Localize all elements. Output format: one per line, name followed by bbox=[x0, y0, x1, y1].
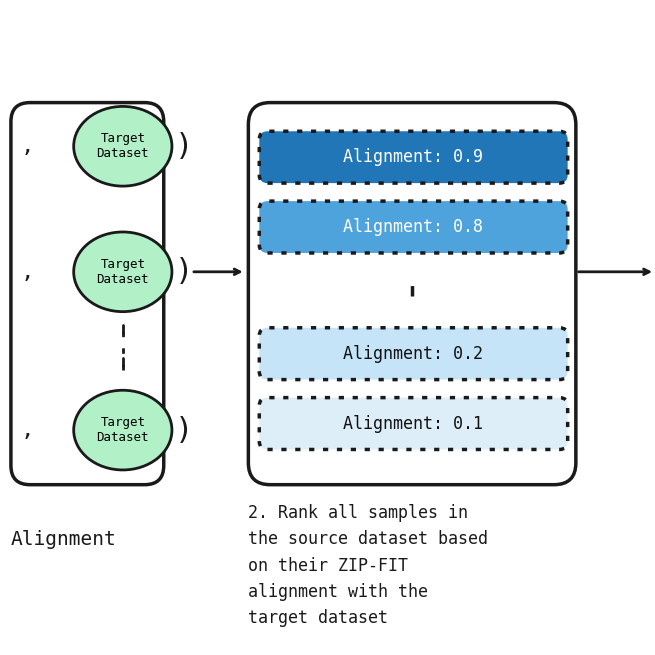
FancyBboxPatch shape bbox=[259, 131, 568, 183]
Text: Target
Dataset: Target Dataset bbox=[96, 258, 149, 286]
Text: ): ) bbox=[176, 132, 194, 160]
Text: Alignment: 0.8: Alignment: 0.8 bbox=[343, 218, 483, 236]
FancyBboxPatch shape bbox=[259, 201, 568, 253]
Text: Alignment: Alignment bbox=[11, 530, 117, 549]
Ellipse shape bbox=[73, 106, 172, 186]
FancyBboxPatch shape bbox=[11, 103, 164, 485]
Ellipse shape bbox=[73, 390, 172, 470]
FancyBboxPatch shape bbox=[248, 103, 576, 485]
Text: Target
Dataset: Target Dataset bbox=[96, 132, 149, 160]
Text: Alignment: 0.2: Alignment: 0.2 bbox=[343, 345, 483, 363]
Text: ): ) bbox=[176, 416, 194, 445]
Text: ,: , bbox=[20, 262, 34, 282]
Text: Alignment: 0.1: Alignment: 0.1 bbox=[343, 415, 483, 432]
Text: ,: , bbox=[20, 136, 34, 157]
FancyBboxPatch shape bbox=[259, 398, 568, 449]
Text: ): ) bbox=[176, 257, 194, 286]
Text: 2. Rank all samples in
the source dataset based
on their ZIP-FIT
alignment with : 2. Rank all samples in the source datase… bbox=[248, 504, 489, 627]
Text: Target
Dataset: Target Dataset bbox=[96, 416, 149, 444]
Text: Alignment: 0.9: Alignment: 0.9 bbox=[343, 148, 483, 166]
Ellipse shape bbox=[73, 232, 172, 312]
Text: ,: , bbox=[20, 420, 34, 440]
FancyBboxPatch shape bbox=[259, 328, 568, 380]
